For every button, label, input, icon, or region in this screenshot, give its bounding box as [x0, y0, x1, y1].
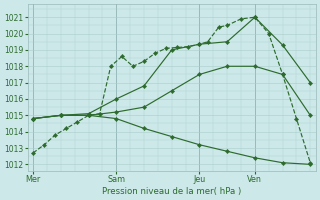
X-axis label: Pression niveau de la mer( hPa ): Pression niveau de la mer( hPa ) — [102, 187, 241, 196]
